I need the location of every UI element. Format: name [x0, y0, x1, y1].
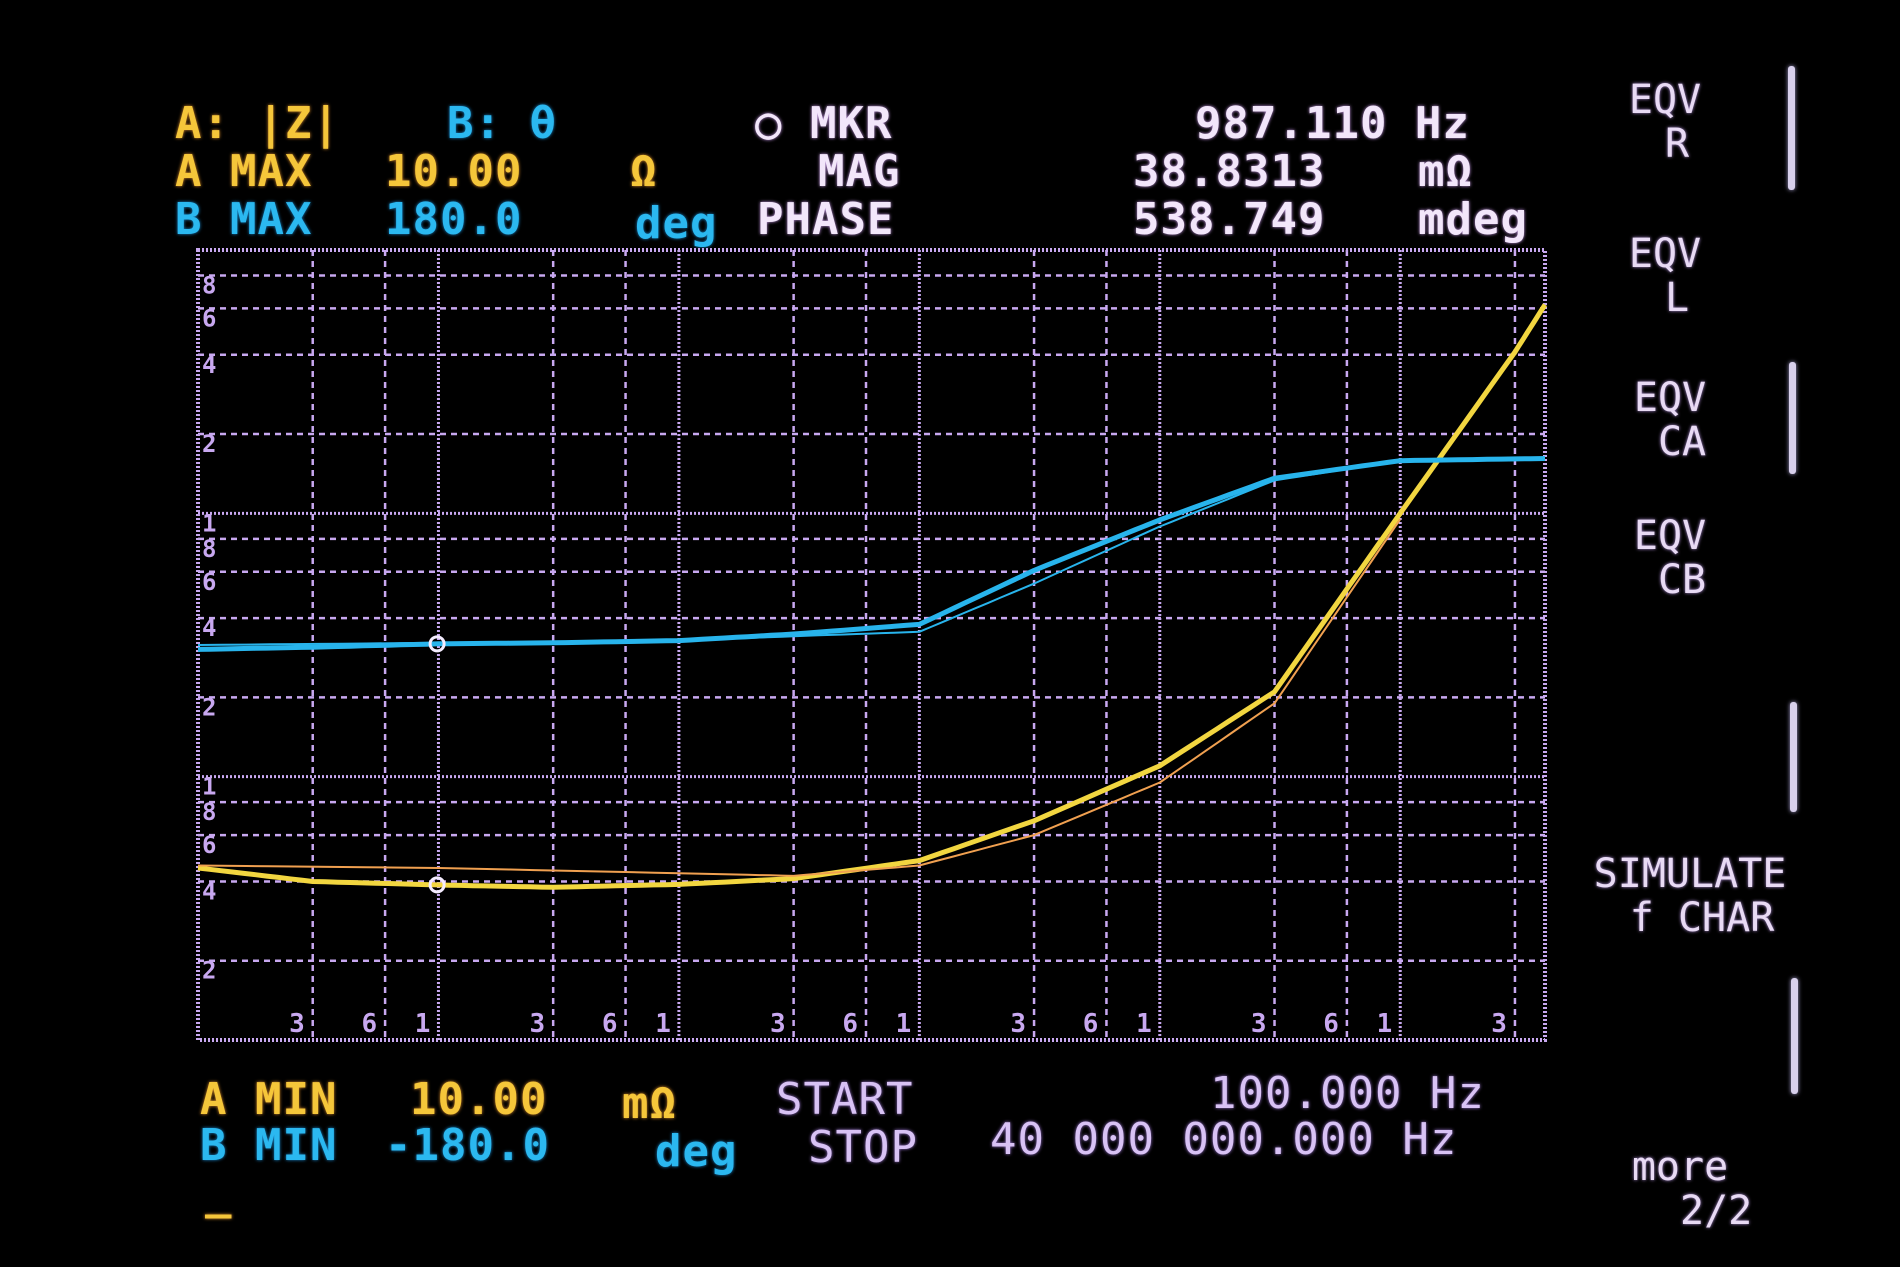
softkey-divider — [1788, 66, 1795, 190]
x-tick-label: 1 — [896, 1009, 912, 1039]
x-tick-label: 3 — [1251, 1009, 1267, 1039]
mag-value: 38.8313 — [1133, 146, 1326, 197]
trace-a-reference — [197, 518, 1402, 877]
x-tick-label: 3 — [530, 1009, 546, 1039]
b-min-value: -180.0 — [385, 1120, 550, 1171]
x-tick-label: 6 — [602, 1009, 618, 1039]
y-tick-label: 4 — [202, 877, 216, 905]
a-max-label: A MAX — [175, 146, 313, 197]
a-max-unit: Ω — [630, 146, 658, 197]
softkey-eqv-ca[interactable]: EQV CA — [1633, 375, 1707, 465]
mag-unit: mΩ — [1418, 146, 1473, 197]
softkey-eqv-cb[interactable]: EQV CB — [1633, 513, 1707, 603]
x-tick-label: 6 — [361, 1009, 377, 1039]
x-tick-label: 3 — [770, 1009, 786, 1039]
marker-frequency: 987.110 Hz — [1195, 98, 1470, 149]
y-tick-label: 8 — [202, 535, 216, 563]
x-tick-label: 6 — [1323, 1009, 1339, 1039]
y-tick-label: 8 — [202, 272, 216, 300]
softkey-more[interactable]: more 2/2 — [1631, 1144, 1753, 1234]
x-tick-label: 1 — [1136, 1009, 1152, 1039]
trace-a-label: A: |Z| — [175, 98, 340, 149]
y-tick-label: 6 — [202, 568, 216, 596]
b-max-value: 180.0 — [385, 194, 523, 245]
a-min-label: A MIN — [200, 1074, 338, 1125]
y-tick-label: 6 — [202, 831, 216, 859]
y-tick-label: 6 — [202, 304, 216, 332]
b-min-unit: deg — [655, 1126, 738, 1177]
a-min-value: 10.00 — [410, 1074, 548, 1125]
x-tick-label: 6 — [842, 1009, 858, 1039]
b-max-unit: deg — [635, 198, 718, 249]
marker-b-icon — [428, 635, 446, 653]
y-tick-label: 8 — [202, 798, 216, 826]
trace-b-label: B: θ — [447, 98, 557, 149]
phase-value: 538.749 — [1133, 194, 1326, 245]
y-tick-label: 4 — [202, 614, 216, 642]
y-tick-label: 1 — [202, 773, 216, 801]
softkey-divider — [1790, 702, 1797, 812]
x-tick-label: 1 — [1377, 1009, 1393, 1039]
x-tick-label: 1 — [415, 1009, 431, 1039]
a-min-unit: mΩ — [622, 1078, 677, 1129]
mag-label: MAG — [818, 146, 901, 197]
plot-frame — [196, 248, 1547, 1042]
y-tick-label: 4 — [202, 351, 216, 379]
start-label: START — [776, 1074, 914, 1125]
stop-value: 40 000 000.000 Hz — [990, 1114, 1458, 1165]
y-tick-label: 2 — [202, 957, 216, 985]
start-value: 100.000 Hz — [1210, 1068, 1485, 1119]
y-tick-label: 2 — [202, 693, 216, 721]
trace-b-reference — [197, 457, 1546, 646]
x-tick-label: 3 — [1491, 1009, 1507, 1039]
phase-label: PHASE — [757, 194, 895, 245]
x-tick-label: 6 — [1083, 1009, 1099, 1039]
phase-unit: mdeg — [1418, 194, 1528, 245]
a-max-value: 10.00 — [385, 146, 523, 197]
y-tick-label: 2 — [202, 430, 216, 458]
softkey-eqv-r[interactable]: EQV R — [1628, 77, 1702, 167]
trace-a-impedance — [197, 303, 1548, 890]
input-cursor: _ — [205, 1168, 233, 1219]
trace-b-phase — [197, 456, 1546, 652]
b-min-label: B MIN — [200, 1120, 338, 1171]
x-tick-label: 3 — [1010, 1009, 1026, 1039]
softkey-simulate-f-char[interactable]: SIMULATE f CHAR — [1593, 851, 1787, 941]
b-max-label: B MAX — [175, 194, 313, 245]
marker-label: ○ MKR — [755, 98, 893, 149]
x-tick-label: 1 — [655, 1009, 671, 1039]
marker-a-icon — [428, 876, 446, 894]
x-tick-label: 3 — [289, 1009, 305, 1039]
stop-label: STOP — [808, 1122, 918, 1173]
softkey-eqv-l[interactable]: EQV L — [1628, 231, 1702, 321]
y-tick-label: 1 — [202, 509, 216, 537]
softkey-divider — [1791, 978, 1798, 1094]
softkey-divider — [1789, 362, 1796, 474]
